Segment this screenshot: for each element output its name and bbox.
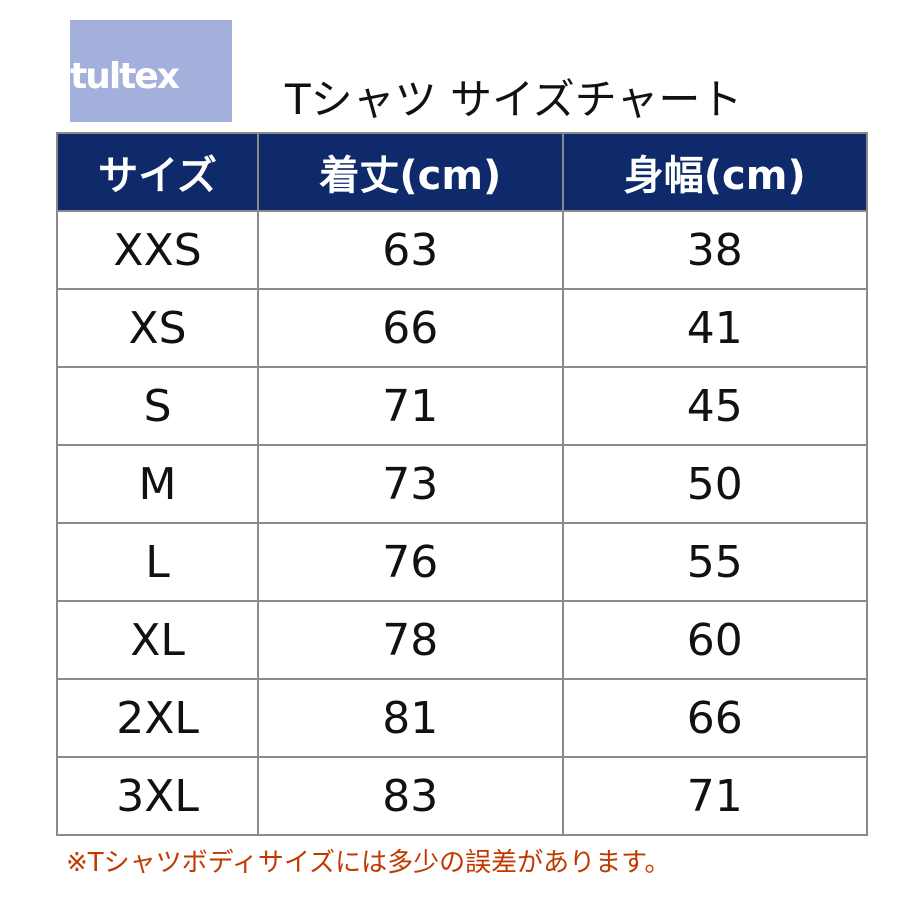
logo: tultex — [70, 20, 232, 122]
cell: XXS — [55, 210, 260, 290]
cell: XS — [55, 288, 260, 368]
cell: 78 — [257, 600, 564, 680]
row: 3XL 83 71 — [55, 756, 869, 836]
table-body: XXS 63 38 XS 66 41 S 71 45 M 73 50 L 76 55 XL 78 60 2XL 81 6… — [55, 210, 869, 836]
cell: S — [55, 366, 260, 446]
cell: 63 — [257, 210, 564, 290]
header-cell: 着丈(cm) — [257, 132, 564, 212]
row: XL 78 60 — [55, 600, 869, 680]
cell: 81 — [257, 678, 564, 758]
row: XXS 63 38 — [55, 210, 869, 290]
cell: M — [55, 444, 260, 524]
cell: 71 — [257, 366, 564, 446]
header-cell: サイズ — [55, 132, 260, 212]
cell: 71 — [561, 756, 869, 836]
row: 2XL 81 66 — [55, 678, 869, 758]
title: Tシャツ サイズチャート — [285, 75, 743, 124]
cell: 73 — [257, 444, 564, 524]
cell: 60 — [561, 600, 869, 680]
cell: L — [55, 522, 260, 602]
row: M 73 50 — [55, 444, 869, 524]
cell: 41 — [561, 288, 869, 368]
row: S 71 45 — [55, 366, 869, 446]
cell: 3XL — [55, 756, 260, 836]
logo-text: tultex — [70, 56, 180, 97]
cell: 83 — [257, 756, 564, 836]
cell: 2XL — [55, 678, 260, 758]
header-cell: 身幅(cm) — [561, 132, 869, 212]
cell: 66 — [257, 288, 564, 368]
cell: 50 — [561, 444, 869, 524]
row: XS 66 41 — [55, 288, 869, 368]
cell: 76 — [257, 522, 564, 602]
cell: 66 — [561, 678, 869, 758]
size-table: サイズ 着丈(cm) 身幅(cm) XXS 63 38 XS 66 41 S 71 45 M 73 50 L… — [55, 132, 869, 836]
cell: XL — [55, 600, 260, 680]
header-row: サイズ 着丈(cm) 身幅(cm) — [55, 132, 869, 212]
cell: 55 — [561, 522, 869, 602]
note: ※Tシャツボディサイズには多少の誤差があります。 — [66, 848, 671, 878]
cell: 38 — [561, 210, 869, 290]
row: L 76 55 — [55, 522, 869, 602]
cell: 45 — [561, 366, 869, 446]
